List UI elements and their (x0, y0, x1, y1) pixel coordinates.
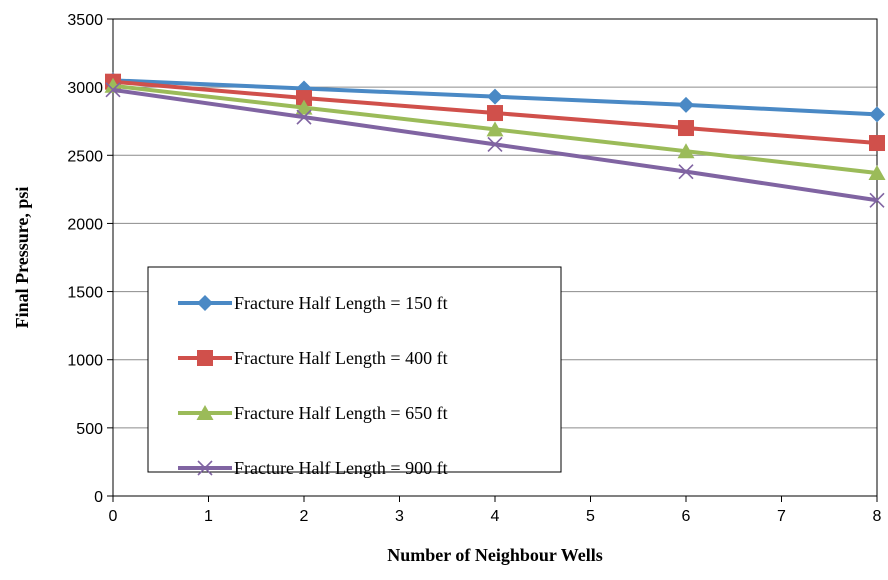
x-tick-label: 7 (777, 508, 786, 525)
x-tick-label: 6 (682, 508, 691, 525)
axis-ticks: 0 500 1000 1500 2000 2500 3000 3500 0 1 2 3 4 5 6 7 8 (67, 12, 881, 525)
x-axis-title: Number of Neighbour Wells (387, 545, 603, 565)
legend-label: Fracture Half Length = 650 ft (234, 403, 448, 423)
legend-item: Fracture Half Length = 150 ft (178, 293, 448, 313)
y-axis-title: Final Pressure, psi (12, 187, 32, 329)
y-tick-label: 2000 (67, 216, 103, 233)
data-point (487, 136, 503, 152)
legend-marker (197, 350, 213, 366)
series-0 (105, 72, 885, 123)
series-2 (104, 77, 886, 181)
data-point (869, 106, 885, 123)
data-point (869, 135, 885, 152)
legend-label: Fracture Half Length = 900 ft (234, 458, 448, 478)
data-point (296, 109, 312, 125)
series-group (104, 72, 886, 208)
data-point (487, 88, 503, 105)
legend: Fracture Half Length = 150 ft Fracture Ha… (147, 266, 562, 478)
x-tick-label: 5 (586, 508, 595, 525)
x-tick-label: 1 (204, 508, 213, 525)
data-point (486, 121, 504, 137)
y-tick-label: 0 (94, 489, 103, 506)
data-point (295, 99, 313, 115)
data-point (869, 192, 885, 208)
y-tick-label: 1000 (67, 353, 103, 370)
legend-item: Fracture Half Length = 650 ft (178, 403, 448, 423)
legend-marker (197, 295, 213, 311)
data-point (105, 82, 121, 98)
y-tick-label: 1500 (67, 285, 103, 302)
data-point (678, 164, 694, 180)
legend-marker (196, 405, 214, 420)
x-tick-label: 3 (395, 508, 404, 525)
x-tick-label: 2 (300, 508, 309, 525)
data-point (678, 120, 694, 137)
data-point (678, 96, 694, 113)
x-tick-label: 0 (109, 508, 118, 525)
series-3 (105, 82, 885, 208)
y-tick-label: 3000 (67, 80, 103, 97)
x-tick-label: 8 (873, 508, 882, 525)
x-tick-label: 4 (491, 508, 500, 525)
legend-label: Fracture Half Length = 150 ft (234, 293, 448, 313)
y-tick-label: 3500 (67, 12, 103, 29)
data-point (487, 105, 503, 122)
legend-marker (197, 460, 213, 476)
data-point (296, 90, 312, 107)
y-tick-label: 500 (76, 421, 103, 438)
legend-item: Fracture Half Length = 900 ft (178, 458, 448, 478)
data-point (677, 143, 695, 159)
legend-label: Fracture Half Length = 400 ft (234, 348, 448, 368)
y-tick-label: 2500 (67, 148, 103, 165)
data-point (868, 165, 886, 181)
legend-item: Fracture Half Length = 400 ft (178, 348, 448, 368)
